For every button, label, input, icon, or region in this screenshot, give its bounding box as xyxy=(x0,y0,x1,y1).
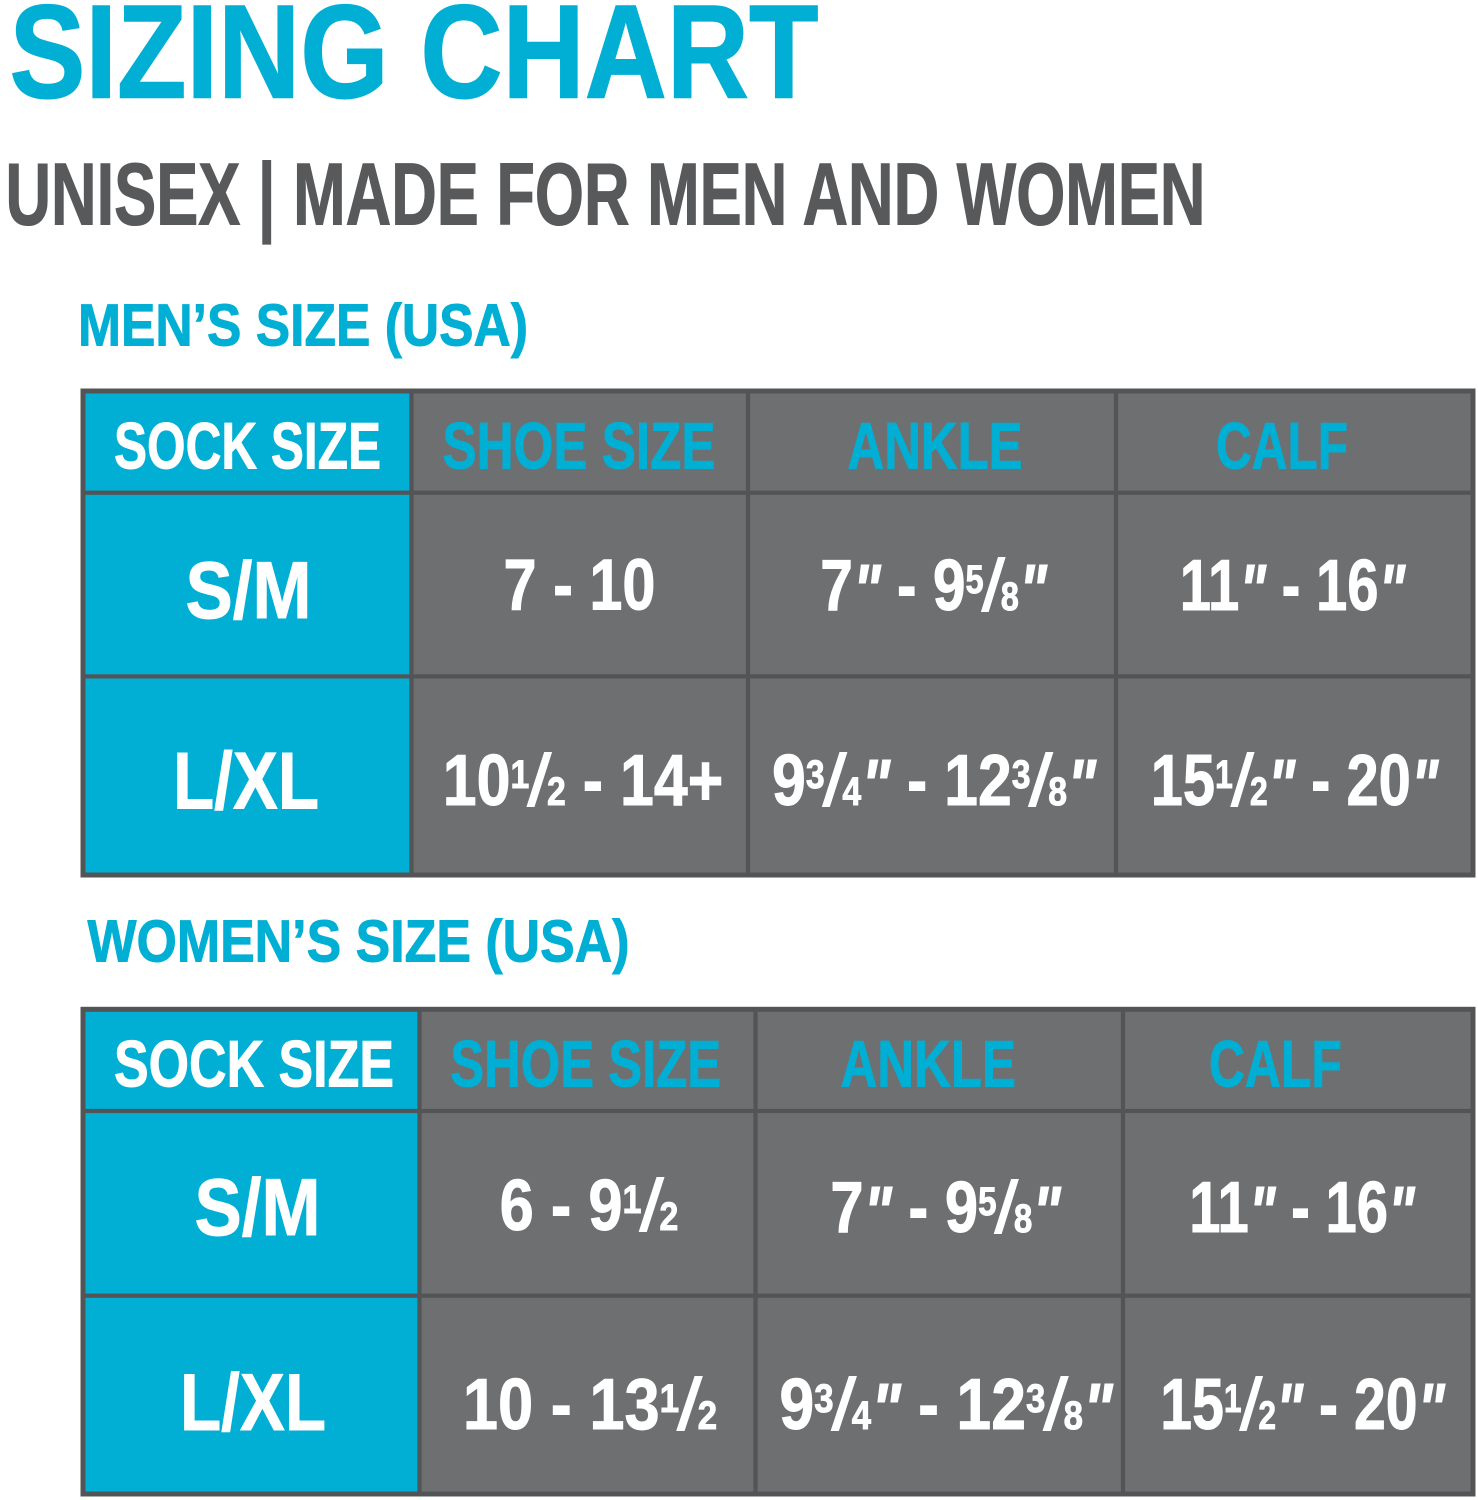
svg-text:ANKLE: ANKLE xyxy=(840,1027,1016,1101)
svg-text:WOMEN’S SIZE (USA): WOMEN’S SIZE (USA) xyxy=(88,909,630,975)
svg-text:101/2 - 14+: 101/2 - 14+ xyxy=(443,741,724,821)
svg-text:151/2"​ - 20"​: 151/2"​ - 20"​ xyxy=(1151,740,1440,825)
svg-text:MEN’S SIZE (USA): MEN’S SIZE (USA) xyxy=(78,293,528,359)
svg-text:11"​ - 16"​: 11"​ - 16"​ xyxy=(1189,1167,1416,1252)
svg-text:6 - 91/2: 6 - 91/2 xyxy=(500,1165,679,1246)
svg-text:SOCK SIZE: SOCK SIZE xyxy=(114,1027,394,1101)
svg-text:L/XL: L/XL xyxy=(180,1358,326,1448)
svg-text:11"​ - 16"​: 11"​ - 16"​ xyxy=(1180,545,1407,630)
svg-text:SHOE SIZE: SHOE SIZE xyxy=(450,1027,721,1101)
svg-text:151/2"​ - 20"​: 151/2"​ - 20"​ xyxy=(1160,1364,1445,1450)
svg-text:CALF: CALF xyxy=(1216,409,1348,483)
svg-text:UNISEX | MADE FOR MEN AND WOME: UNISEX | MADE FOR MEN AND WOMEN xyxy=(6,145,1206,245)
svg-text:7"​ - 95/8"​: 7"​ - 95/8"​ xyxy=(830,1168,1062,1254)
svg-text:SIZING CHART: SIZING CHART xyxy=(10,0,819,127)
svg-text:CALF: CALF xyxy=(1209,1027,1342,1101)
svg-text:S/M: S/M xyxy=(186,546,312,636)
svg-text:SHOE SIZE: SHOE SIZE xyxy=(443,409,716,483)
svg-text:93/4"​ - 123/8"​: 93/4"​ - 123/8"​ xyxy=(779,1365,1113,1450)
svg-text:7 - 10: 7 - 10 xyxy=(504,546,656,626)
svg-text:ANKLE: ANKLE xyxy=(848,409,1023,483)
svg-text:SOCK SIZE: SOCK SIZE xyxy=(114,409,381,483)
svg-text:L/XL: L/XL xyxy=(173,737,319,827)
svg-text:S/M: S/M xyxy=(195,1163,321,1253)
svg-text:10 - 131/2: 10 - 131/2 xyxy=(463,1365,717,1445)
